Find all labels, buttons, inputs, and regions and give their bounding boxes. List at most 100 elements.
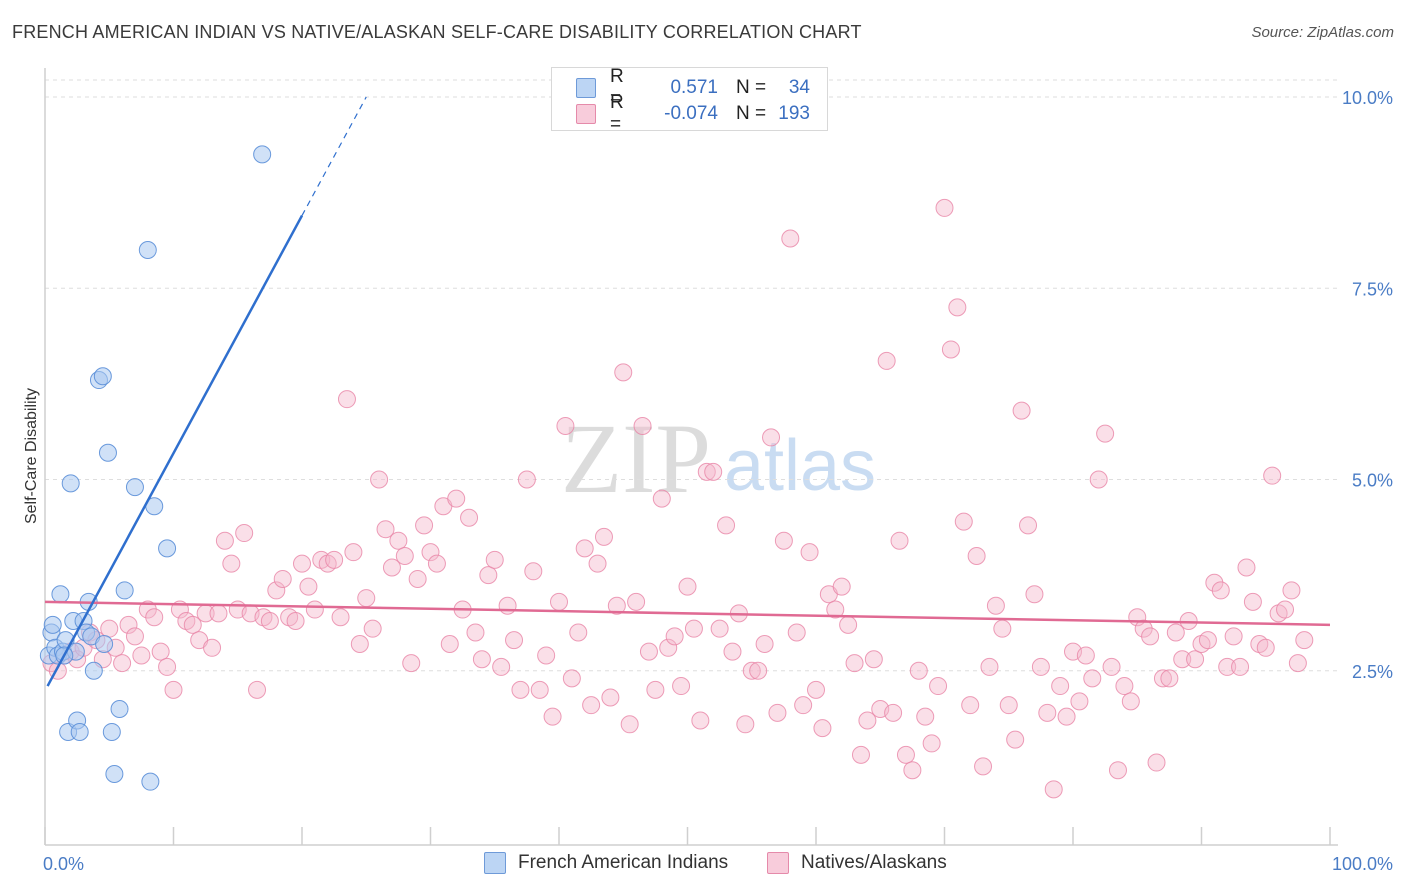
data-point-natives-alaskans [260,612,279,631]
legend-n-value: 34 [788,77,810,98]
data-point-french-american-indians [98,443,117,462]
data-point-natives-alaskans [807,680,825,699]
legend-n-label: N = [736,77,767,98]
data-point-natives-alaskans [851,745,870,764]
data-point-natives-alaskans [1198,631,1217,650]
data-point-natives-alaskans [974,757,993,776]
data-point-natives-alaskans [999,696,1018,715]
data-point-natives-alaskans [344,543,363,562]
data-point-natives-alaskans [209,604,228,623]
data-point-natives-alaskans [961,696,980,715]
data-point-french-american-indians [61,474,80,493]
data-point-natives-alaskans [299,577,318,596]
data-point-natives-alaskans [736,715,755,734]
data-point-natives-alaskans [601,688,620,707]
data-point-natives-alaskans [1166,623,1185,642]
data-point-natives-alaskans [639,642,658,661]
data-point-natives-alaskans [948,298,967,317]
data-point-natives-alaskans [138,600,157,619]
data-point-natives-alaskans [678,577,697,596]
data-point-natives-alaskans [125,627,144,646]
data-point-natives-alaskans [1083,669,1102,688]
legend-r-label: R = [610,92,624,135]
data-point-natives-alaskans [113,654,132,673]
legend-r-label: R = [610,66,624,109]
y-tick-label: 7.5% [1352,279,1393,299]
data-point-natives-alaskans [646,680,665,699]
data-point-natives-alaskans [183,615,202,634]
data-point-french-american-indians [84,661,103,680]
data-point-natives-alaskans [530,680,549,699]
data-point-natives-alaskans [614,363,633,382]
data-point-natives-alaskans [498,596,517,615]
data-point-natives-alaskans [762,428,781,447]
data-point-natives-alaskans [222,554,241,573]
legend-row-french-american-indians: R = 0.571 N = 34 [576,66,810,109]
y-tick-label: 2.5% [1352,662,1393,682]
data-point-natives-alaskans [408,569,427,588]
data-point-natives-alaskans [935,198,954,217]
data-point-natives-alaskans [1288,654,1307,673]
data-point-french-american-indians [102,722,121,741]
data-point-natives-alaskans [1256,638,1275,657]
data-point-natives-alaskans [1051,677,1070,696]
data-point-french-american-indians [93,367,112,386]
data-point-natives-alaskans [929,677,948,696]
legend-swatch-blue [484,852,506,874]
data-point-natives-alaskans [794,696,813,715]
data-point-natives-alaskans [511,680,530,699]
watermark: ZIP atlas [561,403,876,514]
data-point-natives-alaskans [427,554,446,573]
data-point-natives-alaskans [382,558,401,577]
data-point-natives-alaskans [941,340,960,359]
x-tick-label-min: 0.0% [43,854,84,874]
data-point-natives-alaskans [832,577,851,596]
data-point-natives-alaskans [1295,631,1314,650]
data-point-natives-alaskans [1276,600,1295,619]
data-point-natives-alaskans [402,654,421,673]
data-point-natives-alaskans [839,615,858,634]
source-label: Source: ZipAtlas.com [1251,24,1394,41]
data-point-natives-alaskans [575,539,594,558]
data-point-natives-alaskans [479,566,498,585]
data-point-french-american-indians [43,615,62,634]
data-point-natives-alaskans [993,619,1012,638]
data-point-natives-alaskans [1173,650,1192,669]
data-point-natives-alaskans [1205,573,1224,592]
trend-line-natives-alaskans [44,600,1331,627]
data-point-natives-alaskans [1121,692,1140,711]
data-point-natives-alaskans [158,657,177,676]
data-point-natives-alaskans [472,650,491,669]
data-point-natives-alaskans [627,592,646,611]
data-point-natives-alaskans [1038,703,1057,722]
data-point-natives-alaskans [325,550,344,569]
legend-swatch-pink [767,852,789,874]
data-point-natives-alaskans [659,638,678,657]
data-point-natives-alaskans [986,596,1005,615]
data-point-natives-alaskans [884,703,903,722]
data-point-natives-alaskans [537,646,556,665]
trend-lines [44,96,1331,687]
data-point-natives-alaskans [768,703,787,722]
data-point-natives-alaskans [562,669,581,688]
data-point-natives-alaskans [826,600,845,619]
y-tick-label: 10.0% [1342,88,1393,108]
data-point-natives-alaskans [1089,470,1108,489]
data-point-natives-alaskans [1153,669,1172,688]
data-point-natives-alaskans [787,623,806,642]
data-point-natives-alaskans [267,581,286,600]
trend-line-french-american-indians [46,214,304,687]
trend-line-extension [301,96,367,216]
data-point-natives-alaskans [1263,466,1282,485]
data-point-natives-alaskans [305,600,324,619]
y-axis-title: Self-Care Disability [23,388,40,524]
data-point-natives-alaskans [273,569,292,588]
data-point-natives-alaskans [607,596,626,615]
data-point-natives-alaskans [524,562,543,581]
data-point-natives-alaskans [633,416,652,435]
data-point-natives-alaskans [1057,707,1076,726]
data-point-natives-alaskans [293,554,311,573]
y-tick-label: 5.0% [1352,471,1393,491]
data-point-natives-alaskans [742,661,761,680]
data-point-natives-alaskans [781,229,800,248]
